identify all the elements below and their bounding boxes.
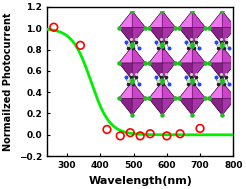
Point	[52, 26, 56, 29]
Y-axis label: Normailzed Photocurrent: Normailzed Photocurrent	[3, 12, 14, 151]
Point	[138, 134, 142, 137]
Point	[118, 134, 122, 137]
Point	[148, 132, 152, 135]
Point	[128, 131, 132, 134]
X-axis label: Wavelength(nm): Wavelength(nm)	[88, 176, 192, 186]
Point	[198, 127, 202, 130]
Point	[178, 132, 182, 135]
Point	[78, 44, 82, 47]
Point	[105, 128, 109, 131]
Point	[165, 134, 169, 137]
